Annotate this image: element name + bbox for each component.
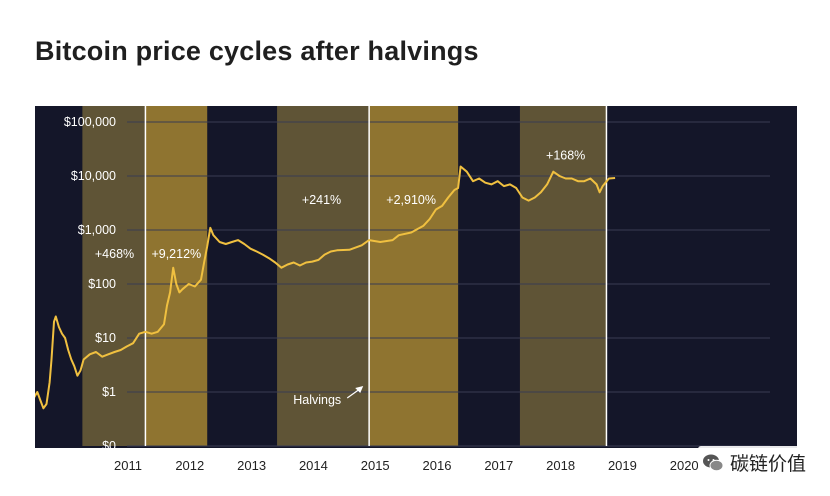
halving-band-2 [145,106,208,446]
x-tick-label-2014: 2014 [299,458,328,473]
annotation-4: +2,910% [386,193,436,207]
halving-bands [82,106,607,446]
x-tick-label-2012: 2012 [175,458,204,473]
y-tick-label-3: $100 [88,277,116,291]
annotations: +468% +9,212% +241% +2,910% +168% Halvings [95,149,585,407]
halving-band-3 [277,106,370,446]
annotation-5: +168% [546,149,585,163]
page-title: Bitcoin price cycles after halvings [35,36,479,66]
annotation-1: +468% [95,247,134,261]
price-line [35,165,616,410]
x-tick-label-2011: 2011 [114,458,142,473]
x-tick-label-2013: 2013 [237,458,266,473]
chart-svg: +468% +9,212% +241% +2,910% +168% Halvings $0… [35,106,770,473]
y-tick-label-5: $10,000 [71,169,116,183]
x-tick-label-2020: 2020 [670,458,699,473]
price-series-line [35,165,616,410]
halving-band-4 [369,106,459,446]
y-tick-label-1: $1 [102,385,116,399]
watermark: 碳链价值 [698,446,813,479]
watermark-text: 碳链价值 [730,453,807,475]
y-tick-label-0: $0 [102,439,116,453]
wechat-icon [703,454,724,471]
y-tick-label-2: $10 [95,331,116,345]
price-chart: +468% +9,212% +241% +2,910% +168% Halvings $0… [35,106,797,496]
x-tick-label-2015: 2015 [361,458,390,473]
y-tick-label-6: $100,000 [64,115,116,129]
x-tick-label-2018: 2018 [546,458,575,473]
x-tick-label-2019: 2019 [608,458,637,473]
x-axis: 2011 2012 2013 2014 2015 2016 2017 2018 2019 2020… [114,458,760,473]
y-axis: $0 $1 $10 $100 $1,000 $10,000 $100,000 [64,115,116,453]
halvings-callout-label: Halvings [293,393,341,407]
halving-band-1 [82,106,146,446]
y-tick-label-4: $1,000 [78,223,116,237]
x-tick-label-2016: 2016 [423,458,452,473]
halving-lines [144,106,608,446]
halvings-callout-arrowhead [355,385,364,393]
halving-band-5 [519,106,607,446]
gridlines [127,121,770,447]
x-tick-label-2017: 2017 [484,458,513,473]
annotation-3: +241% [302,193,341,207]
annotation-2: +9,212% [151,247,201,261]
